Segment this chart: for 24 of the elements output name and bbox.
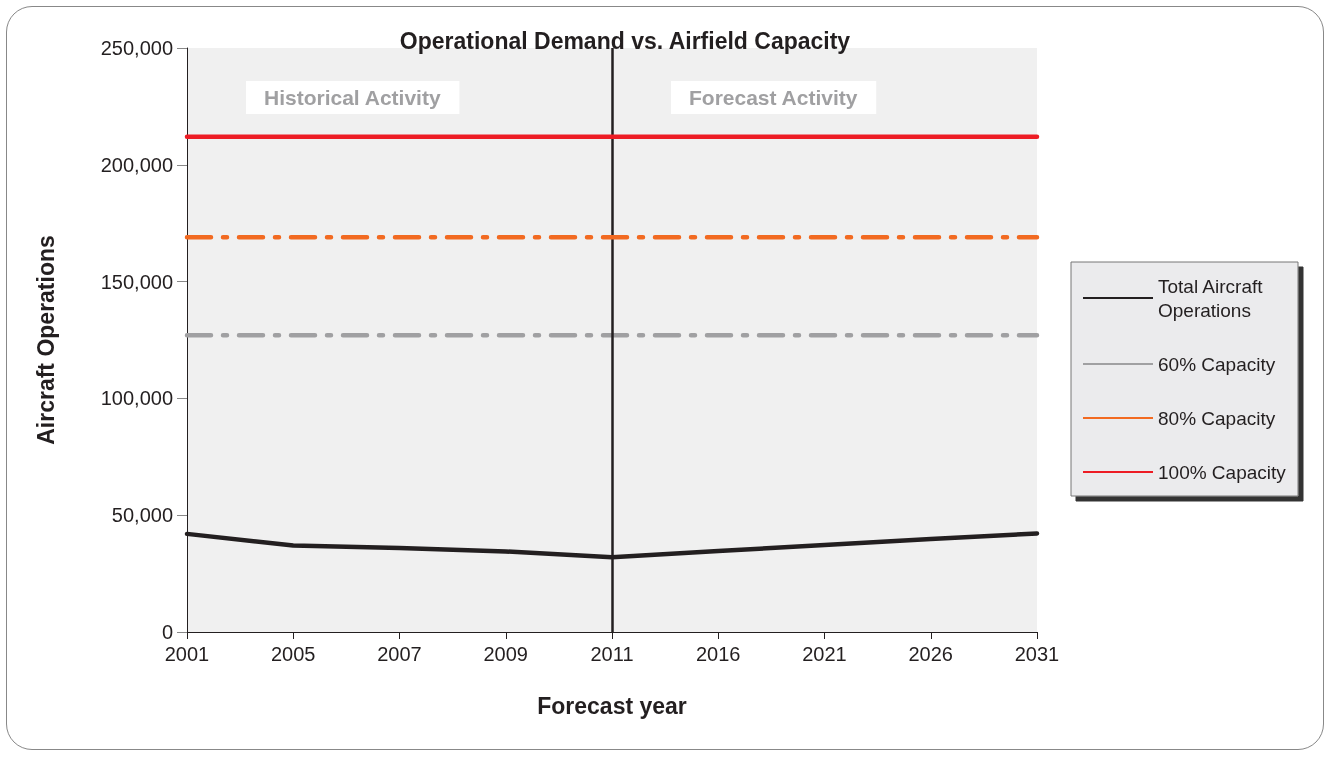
x-tick-label: 2031 [1014, 643, 1060, 665]
x-axis-title: Forecast year [537, 692, 687, 719]
x-tick-label: 2026 [908, 643, 953, 665]
y-tick-label: 250,000 [100, 37, 173, 59]
x-tick-label: 2005 [271, 643, 316, 665]
x-tick-label: 2001 [164, 643, 210, 665]
y-tick-label: 0 [161, 621, 173, 643]
x-tick-label: 2011 [590, 643, 634, 665]
annotation: Historical Activity [264, 86, 441, 109]
chart-title: Operational Demand vs. Airfield Capacity [399, 27, 851, 54]
y-axis-title: Aircraft Operations [32, 235, 59, 445]
y-tick-label: 50,000 [111, 504, 173, 527]
y-tick-label: 150,000 [100, 270, 173, 293]
x-tick-label: 2021 [802, 643, 847, 665]
y-tick-label: 200,000 [100, 153, 173, 176]
legend-label: 80% Capacity [1158, 407, 1276, 429]
x-tick-label: 2007 [377, 643, 422, 665]
annotation: Forecast Activity [689, 86, 858, 109]
x-tick-label: 2009 [483, 643, 528, 665]
legend-label: Total Aircraft Operations [1158, 275, 1268, 321]
legend-label: 100% Capacity [1158, 461, 1287, 483]
y-tick-label: 100,000 [100, 387, 173, 410]
legend-label: 60% Capacity [1158, 353, 1276, 375]
x-tick-label: 2016 [696, 643, 741, 665]
